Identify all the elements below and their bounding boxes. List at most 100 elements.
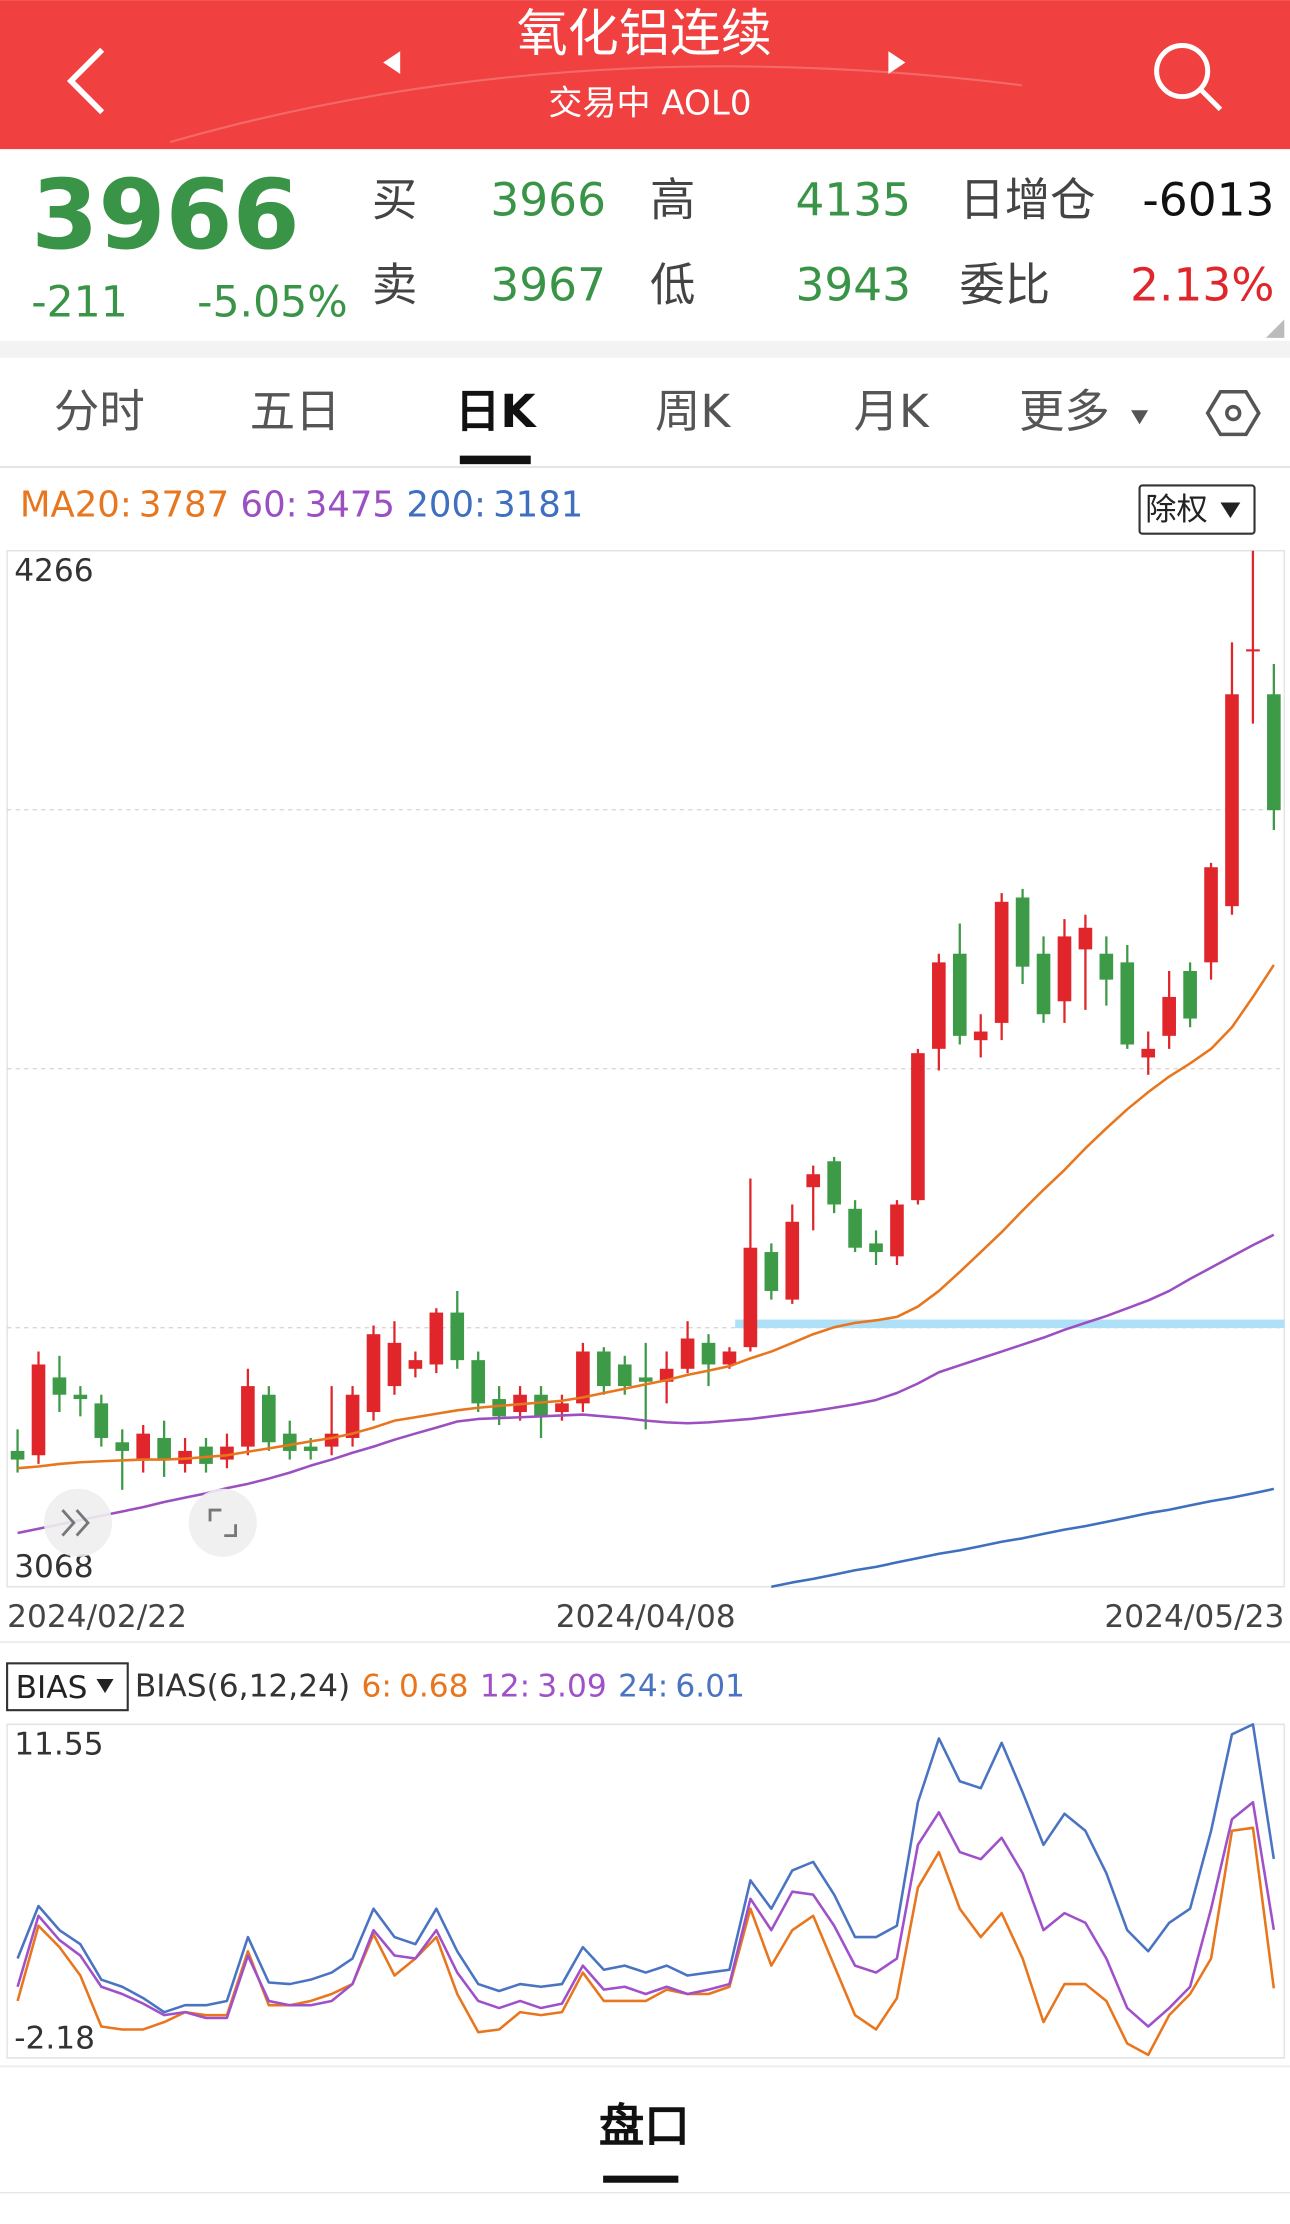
expand-corner[interactable] xyxy=(1265,319,1285,338)
candle-body xyxy=(345,1394,360,1438)
back-button[interactable] xyxy=(66,47,105,115)
candle-body xyxy=(994,901,1009,1023)
candle-body xyxy=(576,1351,590,1404)
candle-body xyxy=(1120,962,1135,1045)
candle-body xyxy=(973,1031,988,1041)
period-tab[interactable]: 更多 xyxy=(1019,385,1110,438)
candle-body xyxy=(429,1312,444,1365)
y-tick-label: 11.55 xyxy=(14,1727,103,1763)
indicator-selector-arrow xyxy=(96,1678,114,1694)
candle-body xyxy=(534,1394,548,1417)
x-tick-label: 2024/04/08 xyxy=(556,1599,736,1635)
prev-contract[interactable] xyxy=(383,51,401,74)
candle-body xyxy=(1141,1048,1156,1058)
candle-body xyxy=(387,1342,402,1387)
period-tab[interactable]: 五日 xyxy=(250,385,341,438)
active-tab-underline xyxy=(459,455,531,465)
x-tick-label: 2024/05/23 xyxy=(1104,1599,1284,1635)
reference-line xyxy=(735,1319,1285,1329)
indicator-line xyxy=(17,964,1275,1470)
legend-name: 12: xyxy=(480,1668,530,1704)
candle-body xyxy=(10,1450,25,1460)
candle-body xyxy=(1246,649,1260,652)
x-tick-label: 2024/02/22 xyxy=(7,1599,187,1635)
candle-body xyxy=(638,1377,653,1382)
y-tick-label: 4266 xyxy=(14,553,93,589)
scroll-icon xyxy=(75,1509,90,1537)
candle-body xyxy=(94,1403,109,1438)
field-label: 卖 xyxy=(372,259,417,312)
period-tab[interactable]: 周K xyxy=(655,385,731,438)
footer-tab[interactable]: 盘口 xyxy=(599,2099,690,2152)
search-icon-handle xyxy=(1198,87,1223,112)
candle-body xyxy=(220,1446,234,1460)
bias-legend: BIAS(6,12,24) 6: 0.68 12: 3.09 24: 6.01 xyxy=(135,1668,745,1704)
search-button[interactable] xyxy=(1154,43,1223,112)
settings-button[interactable] xyxy=(1205,390,1261,437)
candle-body xyxy=(1099,953,1114,980)
candle-body xyxy=(492,1399,506,1417)
candle-body xyxy=(1057,936,1072,1002)
candle-body xyxy=(911,1053,925,1201)
indicator-line xyxy=(771,1487,1275,1588)
title: 氧化铝连续 xyxy=(517,5,772,64)
period-tab[interactable]: 分时 xyxy=(54,385,145,438)
candle-body xyxy=(806,1174,821,1188)
indicator-line xyxy=(16,1723,1276,2014)
period-tab[interactable]: 日K xyxy=(455,385,537,438)
candle-body xyxy=(1036,953,1051,1015)
candle-body xyxy=(869,1243,883,1253)
legend-value: 3475 xyxy=(305,485,395,526)
candle-body xyxy=(31,1364,46,1456)
candle-body xyxy=(450,1312,465,1361)
candle-body xyxy=(785,1221,800,1300)
field-value: 3943 xyxy=(796,259,912,312)
candle-body xyxy=(680,1338,695,1369)
scroll-button[interactable] xyxy=(43,1488,113,1557)
field-value: -6013 xyxy=(1142,174,1274,227)
candle-body xyxy=(1015,897,1030,967)
indicator-selector[interactable]: BIAS xyxy=(6,1662,129,1712)
candle-body xyxy=(303,1446,318,1451)
indicator-selector-label: BIAS xyxy=(16,1670,88,1706)
more-arrow[interactable] xyxy=(1131,410,1149,425)
legend-value: 3.09 xyxy=(537,1668,607,1704)
bias-chart: 11.55 -2.18 xyxy=(6,1723,1286,2059)
legend-value: 3787 xyxy=(139,485,229,526)
adjust-button-label: 除权 xyxy=(1145,492,1207,528)
candle-body xyxy=(1162,996,1176,1036)
candle-body xyxy=(471,1360,486,1404)
candle-body xyxy=(848,1208,862,1248)
candle-body xyxy=(157,1437,171,1460)
candle-body xyxy=(764,1252,779,1291)
next-contract[interactable] xyxy=(888,51,906,74)
period-tab[interactable]: 月K xyxy=(854,385,930,438)
quote-fields: 买 3966 卖 3967 高 4135 低 3943 日增仓 -6013 委比 2.13% xyxy=(372,174,1275,312)
candle-body xyxy=(617,1364,632,1387)
legend-name: MA20: xyxy=(20,485,132,526)
field-label: 低 xyxy=(650,259,695,312)
fullscreen-button[interactable] xyxy=(188,1488,257,1557)
candle-body xyxy=(743,1247,758,1348)
search-icon xyxy=(1154,43,1211,100)
indicator-label: BIAS(6,12,24) xyxy=(135,1668,350,1704)
candle-body xyxy=(52,1377,67,1395)
candle-body xyxy=(1267,694,1281,811)
header-decoration xyxy=(170,65,1022,144)
candle-body xyxy=(932,962,946,1049)
legend-name: 200: xyxy=(406,485,486,526)
candle-body xyxy=(115,1442,130,1451)
field-label: 高 xyxy=(650,174,695,227)
y-tick-label: -2.18 xyxy=(14,2020,95,2056)
price-change-pct: -5.05% xyxy=(197,278,348,328)
candle-body xyxy=(555,1403,569,1413)
field-label: 日增仓 xyxy=(959,174,1095,227)
legend-value: 6.01 xyxy=(675,1668,745,1704)
adjust-button[interactable]: 除权 xyxy=(1138,484,1256,535)
price-change: -211 xyxy=(31,278,128,328)
legend-value: 3181 xyxy=(493,485,583,526)
header-bar xyxy=(0,0,1290,150)
legend-value: 0.68 xyxy=(399,1668,469,1704)
